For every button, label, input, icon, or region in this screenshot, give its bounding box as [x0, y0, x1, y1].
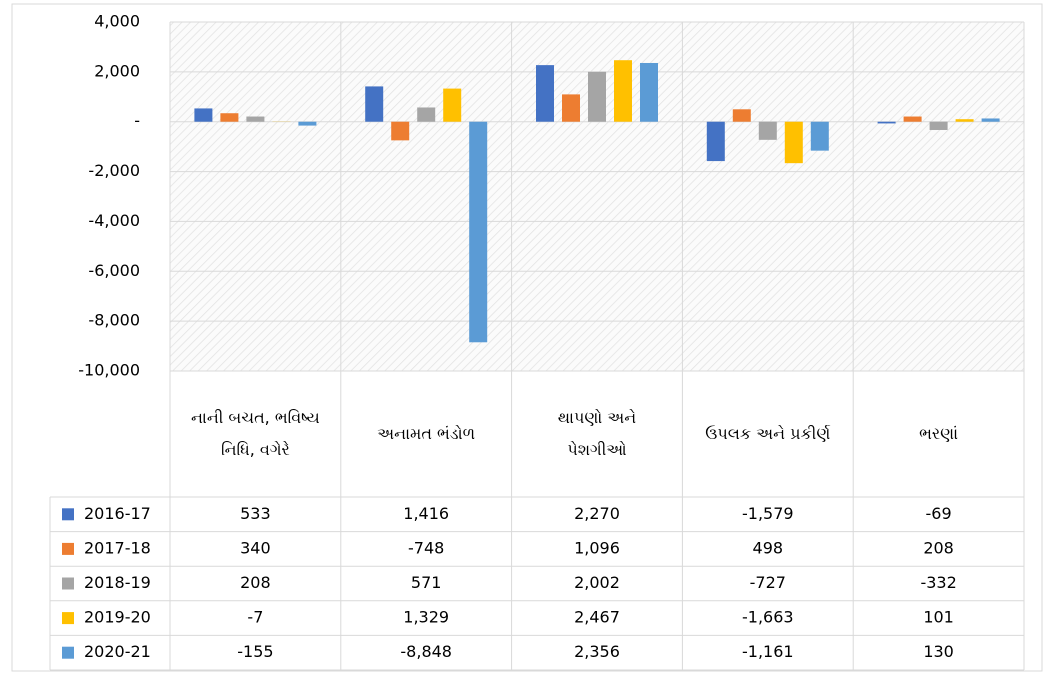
bar [365, 86, 384, 122]
y-tick-label: -2,000 [88, 161, 140, 180]
bar [469, 121, 488, 343]
table-value: -8,848 [400, 642, 452, 661]
table-value: 533 [240, 504, 271, 523]
y-tick-label: -10,000 [78, 361, 140, 380]
table-value: 2,002 [574, 573, 620, 592]
table-value: -69 [926, 504, 952, 523]
bar [588, 71, 606, 122]
legend-swatch [62, 646, 74, 659]
table-value: 1,096 [574, 538, 620, 557]
table-value: -1,663 [742, 608, 794, 627]
table-value: 208 [923, 538, 954, 557]
table-value: 571 [411, 573, 442, 592]
table-value: 340 [240, 538, 271, 557]
category-label: ભરણાં [919, 424, 959, 443]
table-value: -1,161 [742, 642, 794, 661]
table-value: 2,356 [574, 642, 620, 661]
bar [929, 121, 948, 130]
legend-swatch [62, 612, 74, 625]
bar [562, 94, 580, 122]
table-value: 2,467 [574, 608, 620, 627]
table-value: -1,579 [742, 504, 794, 523]
bar [955, 119, 974, 122]
table-value: -332 [920, 573, 956, 592]
category-label: નાની બચત, ભવિષ્ય નિધિ, વગેરે [191, 408, 320, 459]
y-tick-label: -4,000 [88, 211, 140, 230]
legend-label: 2020-21 [84, 642, 151, 661]
bar [903, 116, 922, 122]
legend-swatch [62, 508, 74, 521]
table-value: 1,329 [403, 608, 449, 627]
bar [443, 88, 462, 122]
bar [706, 121, 725, 162]
table-value: 1,416 [403, 504, 449, 523]
y-tick-label: 2,000 [94, 61, 140, 80]
table-value: -7 [247, 608, 263, 627]
bar [758, 121, 777, 140]
table-value: 101 [923, 608, 954, 627]
bar [298, 121, 317, 126]
y-tick-label: -6,000 [88, 261, 140, 280]
bar [194, 108, 213, 122]
bar [246, 116, 265, 122]
bar [810, 121, 829, 151]
category-label: ઉપલક અને પ્રકીર્ણ [705, 424, 831, 443]
bar [391, 121, 410, 141]
legend-label: 2017-18 [84, 538, 151, 557]
y-tick-label: -8,000 [88, 311, 140, 330]
bar [417, 107, 436, 122]
y-tick-label: - [134, 111, 140, 130]
bar [784, 121, 803, 164]
legend-label: 2016-17 [84, 504, 151, 523]
bar [877, 121, 896, 124]
table-value: 2,270 [574, 504, 620, 523]
bar [981, 118, 1000, 122]
legend-swatch [62, 542, 74, 555]
bar [640, 62, 658, 122]
legend-swatch [62, 577, 74, 590]
table-value: 498 [753, 538, 784, 557]
table-value: -727 [750, 573, 786, 592]
legend-label: 2018-19 [84, 573, 151, 592]
bar [536, 65, 554, 122]
table-value: -748 [408, 538, 444, 557]
table-value: 208 [240, 573, 271, 592]
frame [11, 3, 1043, 672]
bar [614, 60, 632, 122]
bar [220, 113, 239, 122]
legend-label: 2019-20 [84, 608, 151, 627]
category-label: થાપણો અને પેશગીઓ [557, 408, 637, 459]
category-label: અનામત ભંડોળ [377, 424, 476, 443]
table-value: -155 [237, 642, 273, 661]
bar [732, 109, 751, 122]
table-value: 130 [923, 642, 954, 661]
y-tick-label: 4,000 [94, 12, 140, 31]
